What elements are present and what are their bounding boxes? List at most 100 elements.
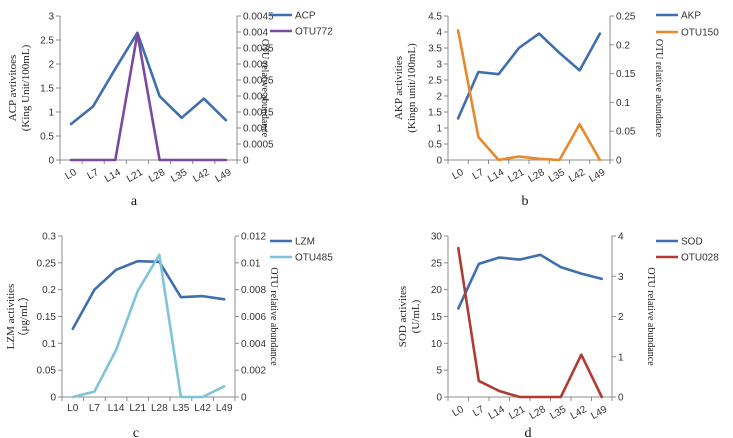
x-tick-label: L7 <box>86 167 102 182</box>
y-tick-label: 3 <box>48 12 54 23</box>
y2-tick-label: 1 <box>618 352 624 363</box>
y2-tick-label: 0.15 <box>616 69 636 80</box>
series-line-otu028 <box>456 246 604 399</box>
legend-label: SOD <box>681 237 703 248</box>
x-tick-label: L42 <box>567 167 587 185</box>
y2-tick-label: 0 <box>243 156 249 167</box>
y2-tick-label: 0 <box>616 156 622 167</box>
y-tick-label: 0.25 <box>37 258 57 269</box>
legend-label: OTU485 <box>295 253 333 264</box>
series-line-lzm <box>71 259 226 331</box>
y-tick-label: 4 <box>436 28 442 39</box>
y-tick-label: 0.1 <box>42 339 56 350</box>
x-tick-label: L35 <box>548 404 568 422</box>
y-axis-label: ACP avtivitoes(King Unit/100mL) <box>7 44 32 131</box>
y2-tick-label: 0.0015 <box>243 108 274 119</box>
x-tick-label: L21 <box>506 167 526 185</box>
y2-tick-label: 0.1 <box>616 98 630 109</box>
chart-panel-d: 0 5 10 15 20 25 30 0 1 2 3 4 L0 L7 L14 L21 L28 L35 L42 L49 S… <box>397 232 719 438</box>
y-tick-label: 0 <box>50 393 56 404</box>
y-tick-label: 1.5 <box>428 108 442 119</box>
x-tick-label: L14 <box>487 404 507 422</box>
y2-tick-label: 0.002 <box>243 92 268 103</box>
y-tick-label: 1 <box>436 124 442 135</box>
x-tick-label: L0 <box>450 167 466 182</box>
panel-label: b <box>522 194 529 209</box>
y-tick-label: 1 <box>48 108 54 119</box>
x-tick-label: L7 <box>89 403 101 414</box>
y-tick-label: 0.15 <box>37 312 57 323</box>
series-line-otu485 <box>71 253 226 399</box>
legend-label: AKP <box>681 11 701 22</box>
y2-tick-label: 0.001 <box>243 124 268 135</box>
legend-label: OTU150 <box>681 28 719 39</box>
y2-tick-label: 0.25 <box>616 12 636 23</box>
y-tick-label: 3.5 <box>428 44 442 55</box>
y-tick-label: 0 <box>436 393 442 404</box>
x-tick-label: L42 <box>194 403 211 414</box>
x-tick-label: L42 <box>569 404 589 422</box>
y2-tick-label: 0.05 <box>616 127 636 138</box>
x-tick-label: L0 <box>63 167 79 182</box>
legend-label: LZM <box>295 237 315 248</box>
panel-label: d <box>525 426 532 438</box>
x-tick-label: L28 <box>151 403 168 414</box>
y2-tick-label: 0.0005 <box>243 140 274 151</box>
series-line-sod <box>456 253 604 310</box>
series-line-otu150 <box>456 29 602 162</box>
panel-label: c <box>133 426 139 438</box>
x-tick-label: L14 <box>103 167 123 185</box>
y2-tick-label: 4 <box>618 232 624 243</box>
y2-tick-label: 0.01 <box>241 258 261 269</box>
x-tick-label: L14 <box>486 167 506 185</box>
y-tick-label: 0.2 <box>42 285 56 296</box>
chart-panel-c: 0 0.05 0.1 0.15 0.2 0.25 0.3 0 0.002 0.004 0.006 0.… <box>5 232 333 438</box>
y-tick-label: 0.5 <box>428 140 442 151</box>
y-tick-label: 0.3 <box>42 232 56 243</box>
y2-tick-label: 0.0045 <box>243 12 274 23</box>
x-tick-label: L14 <box>108 403 125 414</box>
y2-tick-label: 0.002 <box>241 366 266 377</box>
x-tick-label: L49 <box>589 404 609 422</box>
x-tick-label: L21 <box>125 167 145 185</box>
y-tick-label: 2 <box>436 92 442 103</box>
y-tick-label: 5 <box>436 366 442 377</box>
legend-label: OTU772 <box>295 27 333 38</box>
y-tick-label: 2.5 <box>428 76 442 87</box>
x-tick-label: L0 <box>67 403 79 414</box>
x-tick-label: L49 <box>213 167 233 185</box>
y2-axis-label: OTU relative abundance <box>259 39 270 138</box>
y2-tick-label: 0.008 <box>241 285 266 296</box>
y-tick-label: 0 <box>48 156 54 167</box>
y-axis-label: LZM activities（μg/mL） <box>5 284 30 350</box>
y-axis-label: AKP activities(Kingn unit/100mL) <box>393 43 418 133</box>
y2-tick-label: 0 <box>241 393 247 404</box>
y2-tick-label: 0.0025 <box>243 76 274 87</box>
y2-tick-label: 2 <box>618 312 624 323</box>
panel-label: a <box>131 194 138 209</box>
y-tick-label: 3 <box>436 60 442 71</box>
y2-tick-label: 0.004 <box>243 28 268 39</box>
legend-label: OTU028 <box>681 253 719 264</box>
x-tick-label: L35 <box>547 167 567 185</box>
x-tick-label: L28 <box>528 404 548 422</box>
series-line-otu772 <box>69 32 228 162</box>
series-line-akp <box>456 32 602 120</box>
x-tick-label: L28 <box>147 167 167 185</box>
x-tick-label: L49 <box>216 403 233 414</box>
y-axis-label: SOD activites(U/mL) <box>397 286 422 347</box>
x-tick-label: L49 <box>587 167 607 185</box>
series-line-acp <box>69 31 228 126</box>
y-tick-label: 1.5 <box>40 84 54 95</box>
x-tick-label: L42 <box>191 167 211 185</box>
y-tick-label: 2 <box>48 60 54 71</box>
y-tick-label: 4.5 <box>428 12 442 23</box>
y-tick-label: 25 <box>431 258 443 269</box>
x-tick-label: L35 <box>169 167 189 185</box>
x-tick-label: L35 <box>173 403 190 414</box>
y-tick-label: 10 <box>431 339 443 350</box>
x-tick-label: L0 <box>451 404 467 419</box>
y2-tick-label: 0.012 <box>241 232 266 243</box>
y-tick-label: 0 <box>436 156 442 167</box>
y2-tick-label: 0.006 <box>241 312 266 323</box>
